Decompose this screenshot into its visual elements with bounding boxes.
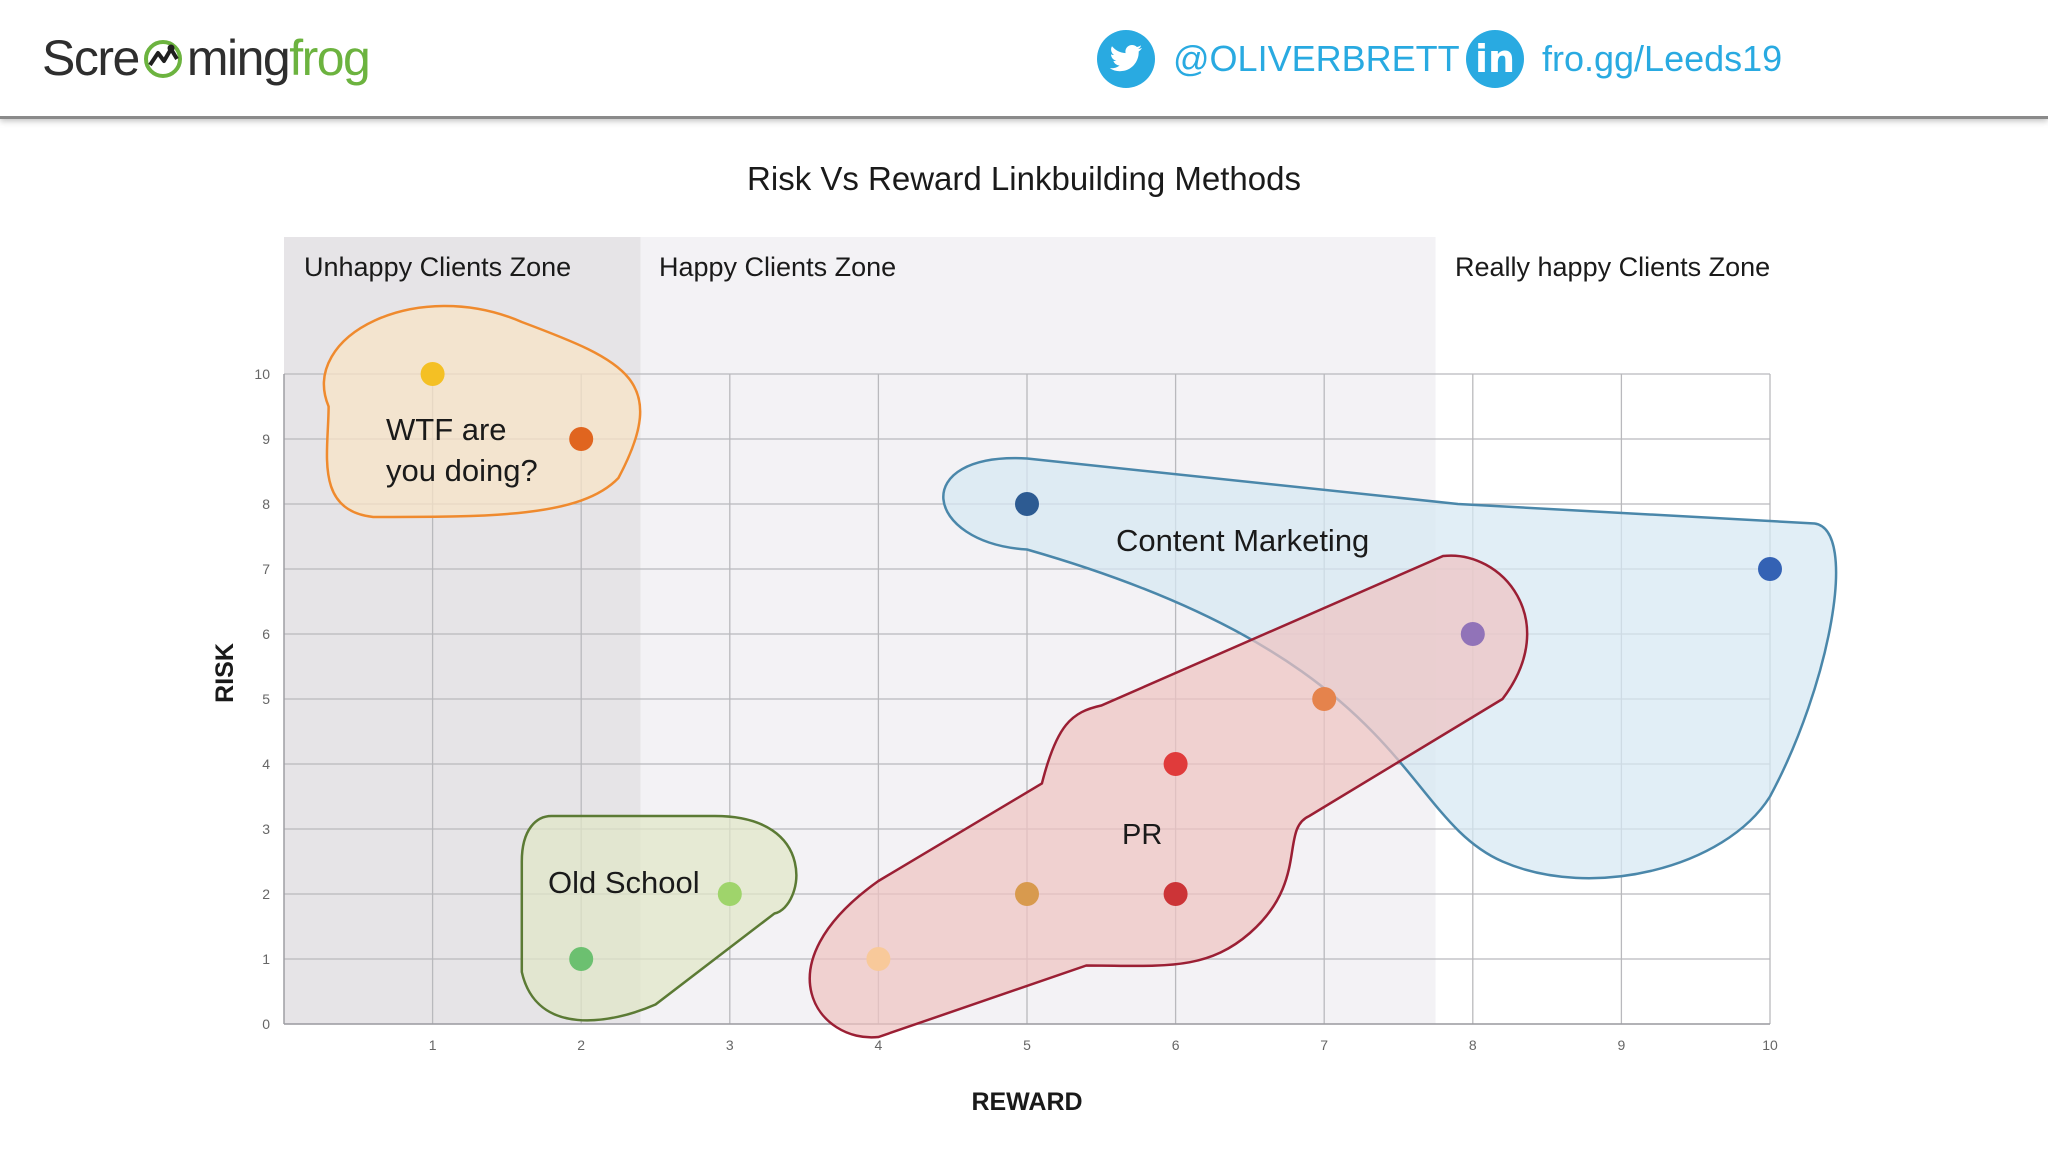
data-point (569, 427, 594, 451)
x-tick-label: 8 (1469, 1037, 1477, 1053)
group-label: PR (1122, 819, 1162, 851)
data-point (866, 947, 891, 971)
data-point (1163, 882, 1188, 906)
x-tick-label: 3 (726, 1037, 734, 1053)
screaming-frog-logo: Scre ming frog (42, 28, 371, 88)
group-region (520, 814, 798, 1022)
x-tick-label: 7 (1320, 1037, 1328, 1053)
linkedin-link[interactable]: fro.gg/Leeds19 (1542, 38, 1783, 79)
x-tick-label: 9 (1618, 1037, 1626, 1053)
logo-text-part2: ming (186, 30, 291, 86)
group-region (322, 304, 642, 519)
linkedin-contact[interactable]: in fro.gg/Leeds19 (1466, 30, 1782, 88)
slide-header: Scre ming frog @OLIVERBRETT in fro.gg/Le… (0, 0, 2048, 119)
data-point (1460, 622, 1485, 646)
group-label: Old School (548, 865, 700, 900)
data-point (1312, 687, 1337, 711)
group-label: you doing? (386, 453, 538, 488)
x-tick-label: 1 (429, 1037, 437, 1053)
y-tick-label: 4 (262, 756, 270, 772)
y-axis-label: RISK (211, 643, 239, 703)
group-label: Content Marketing (1116, 523, 1369, 558)
zone-label: Unhappy Clients Zone (304, 252, 571, 282)
group-label: WTF are (386, 412, 507, 447)
twitter-contact[interactable]: @OLIVERBRETT (1097, 30, 1460, 88)
x-tick-label: 6 (1172, 1037, 1180, 1053)
chart-title: Risk Vs Reward Linkbuilding Methods (747, 160, 1301, 197)
linkedin-icon: in (1466, 30, 1524, 88)
logo-text-part3: frog (289, 30, 371, 86)
data-point (1163, 752, 1188, 776)
x-tick-label: 5 (1023, 1037, 1031, 1053)
zone-label: Really happy Clients Zone (1455, 252, 1770, 282)
frog-icon (143, 40, 182, 78)
y-tick-label: 3 (262, 821, 270, 837)
y-tick-label: 7 (262, 561, 270, 577)
y-tick-label: 2 (262, 886, 270, 902)
y-tick-label: 5 (262, 691, 270, 707)
x-tick-label: 4 (875, 1037, 883, 1053)
linkedin-icon-text: in (1474, 37, 1516, 81)
data-point (1758, 557, 1782, 581)
y-tick-label: 0 (262, 1016, 270, 1032)
y-tick-label: 1 (262, 951, 270, 967)
data-point (420, 362, 445, 386)
y-tick-label: 10 (254, 366, 270, 382)
data-point (717, 882, 742, 906)
y-tick-label: 6 (262, 626, 270, 642)
data-point (1015, 882, 1039, 906)
x-axis-label: REWARD (971, 1088, 1082, 1116)
x-tick-label: 2 (577, 1037, 585, 1053)
twitter-bird-icon (1097, 30, 1155, 88)
x-tick-label: 10 (1762, 1037, 1778, 1053)
data-point (569, 947, 594, 971)
twitter-handle[interactable]: @OLIVERBRETT (1173, 38, 1460, 79)
logo-text-part1: Scre (42, 30, 140, 86)
y-tick-label: 8 (262, 496, 270, 512)
y-tick-label: 9 (262, 431, 270, 447)
data-point (1015, 492, 1039, 516)
zone-label: Happy Clients Zone (659, 252, 896, 282)
group-region (808, 554, 1529, 1039)
